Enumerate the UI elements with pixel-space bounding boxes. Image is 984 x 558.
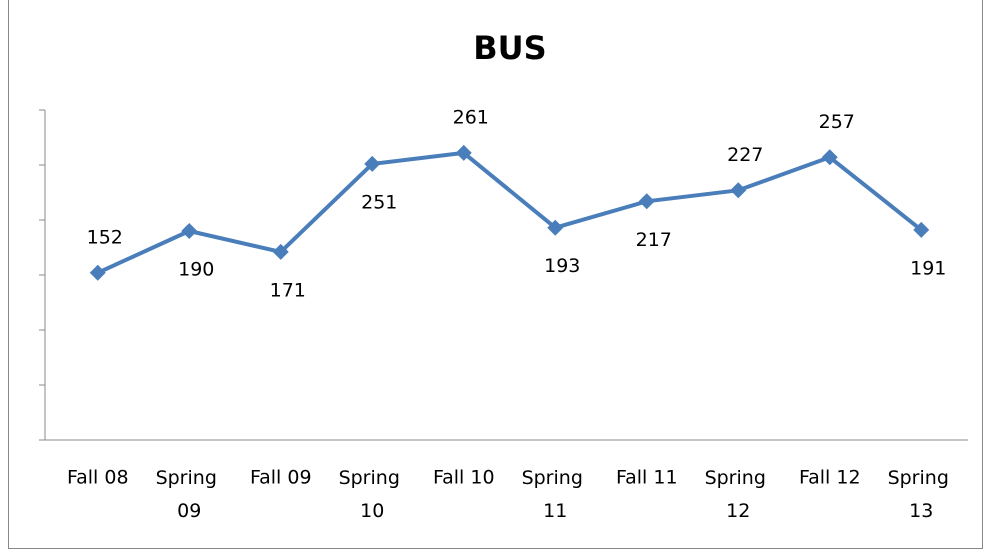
x-tick-label: Fall 10: [433, 467, 495, 489]
marker: [913, 221, 930, 238]
data-label: 217: [636, 229, 672, 251]
chart-border: [8, 0, 983, 549]
x-tick-label: Spring 12: [705, 467, 772, 522]
x-tick-label: Fall 12: [799, 467, 861, 489]
marker: [730, 182, 747, 199]
data-label: 190: [178, 259, 214, 281]
x-tick-label: Spring 11: [522, 467, 589, 522]
data-label: 257: [819, 111, 855, 133]
x-tick-label: Spring 09: [156, 467, 223, 522]
x-tick-label: Spring 13: [888, 467, 955, 522]
marker: [455, 144, 472, 161]
chart-title: BUS: [473, 29, 546, 67]
marker: [272, 243, 289, 260]
x-tick-label: Fall 11: [616, 467, 678, 489]
data-label: 193: [544, 255, 580, 277]
data-label: 261: [453, 106, 489, 128]
marker: [547, 219, 564, 236]
x-tick-label: Spring 10: [339, 467, 406, 522]
marker: [181, 223, 198, 239]
data-label: 227: [727, 144, 763, 166]
line: [96, 150, 923, 275]
marker: [364, 155, 381, 172]
data-label: 171: [270, 279, 306, 301]
marker: [821, 149, 838, 166]
data-label: 191: [910, 257, 946, 279]
marker: [638, 193, 655, 210]
x-tick-label: Fall 09: [250, 467, 312, 489]
data-label: 251: [361, 191, 397, 213]
data-label: 152: [87, 226, 123, 248]
x-tick-label: Fall 08: [67, 467, 129, 489]
marker: [89, 264, 106, 281]
